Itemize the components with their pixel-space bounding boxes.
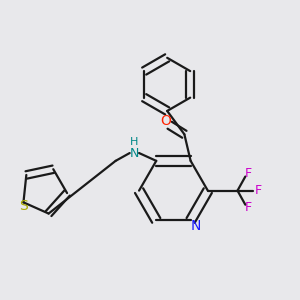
Text: H: H: [130, 137, 139, 147]
Text: F: F: [254, 184, 261, 197]
Text: N: N: [130, 146, 139, 160]
Text: F: F: [245, 201, 252, 214]
Text: S: S: [19, 199, 28, 213]
Text: N: N: [191, 219, 201, 233]
Text: O: O: [160, 114, 171, 128]
Text: F: F: [245, 167, 252, 180]
